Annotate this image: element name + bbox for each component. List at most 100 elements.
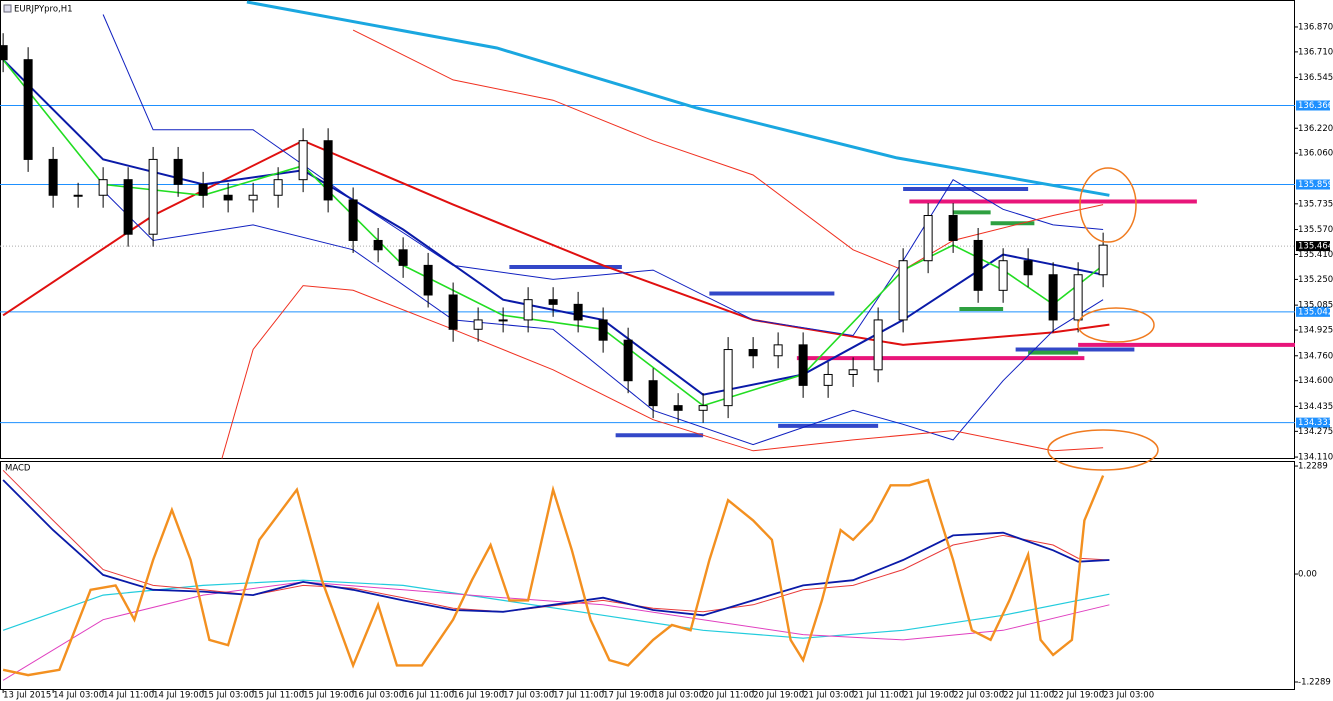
x-tick-label: 20 Jul 19:00 bbox=[753, 691, 804, 701]
x-tick-label: 22 Jul 19:00 bbox=[1053, 691, 1104, 701]
y-tick-label: 136.060 bbox=[1298, 149, 1333, 159]
candle-body bbox=[823, 373, 833, 386]
candle-body bbox=[398, 249, 408, 266]
candle-body bbox=[873, 319, 883, 371]
indicator-line bbox=[2, 139, 1110, 346]
x-tick-label: 20 Jul 11:00 bbox=[703, 691, 754, 701]
x-tick-label: 16 Jul 03:00 bbox=[353, 691, 404, 701]
y-tick-label: 136.545 bbox=[1298, 73, 1333, 83]
x-tick-label: 21 Jul 11:00 bbox=[853, 691, 904, 701]
level-label: 135.859 bbox=[1298, 180, 1333, 190]
annotations bbox=[1047, 167, 1159, 471]
candle-body bbox=[773, 344, 783, 357]
annotation-ellipse bbox=[1047, 429, 1159, 471]
candle-body bbox=[223, 194, 233, 201]
y-tick-label: 134.760 bbox=[1298, 351, 1333, 361]
y-tick-label: 134.925 bbox=[1298, 326, 1333, 336]
level-label: 135.042 bbox=[1298, 307, 1333, 317]
axes: 136.366 135.859 135.042 134.331 135.464 136.8… bbox=[2, 22, 1333, 701]
candle-body bbox=[373, 239, 383, 251]
candle-body bbox=[248, 194, 258, 201]
candle-body bbox=[598, 319, 608, 341]
candle-body bbox=[273, 179, 283, 196]
y-tick-label: 135.735 bbox=[1298, 199, 1333, 209]
y-tick-label: 0.00 bbox=[1298, 570, 1317, 580]
candle-body bbox=[323, 140, 333, 201]
candle-body bbox=[798, 344, 808, 386]
candle-body bbox=[673, 405, 683, 411]
symbol-icon bbox=[3, 4, 12, 13]
x-tick-label: 17 Jul 19:00 bbox=[603, 691, 654, 701]
candle-body bbox=[523, 299, 533, 321]
macd-plot bbox=[2, 469, 1110, 681]
y-tick-label: 134.275 bbox=[1298, 427, 1333, 437]
indicator-line bbox=[102, 14, 1104, 337]
y-tick-label: 136.220 bbox=[1298, 124, 1333, 134]
indicator-line bbox=[221, 285, 1104, 459]
candle-body bbox=[573, 303, 583, 321]
y-tick-label: 134.600 bbox=[1298, 376, 1333, 386]
candle-body bbox=[548, 299, 558, 305]
indicator-line bbox=[352, 29, 1104, 271]
candle-body bbox=[748, 349, 758, 357]
candle-body bbox=[848, 369, 858, 375]
indicator-line bbox=[2, 469, 1110, 613]
candle-body bbox=[23, 59, 33, 160]
candle-body bbox=[448, 294, 458, 330]
candle-body bbox=[198, 183, 208, 196]
level-label: 136.366 bbox=[1298, 101, 1333, 111]
annotation-ellipse bbox=[1079, 167, 1137, 243]
candle-body bbox=[48, 158, 58, 196]
indicator-line bbox=[102, 190, 1104, 446]
indicator-line bbox=[2, 579, 1110, 639]
y-tick-label: 135.085 bbox=[1298, 301, 1333, 311]
candle-body bbox=[648, 380, 658, 407]
candle-body bbox=[473, 319, 483, 330]
candle-body bbox=[298, 140, 308, 181]
candle-body bbox=[498, 319, 508, 322]
candle-body bbox=[0, 45, 8, 61]
x-tick-label: 15 Jul 03:00 bbox=[203, 691, 254, 701]
candle-body bbox=[423, 264, 433, 296]
candle-body bbox=[698, 405, 708, 411]
macd-panel bbox=[0, 461, 1295, 690]
candle-body bbox=[998, 260, 1008, 291]
level-label-bg bbox=[1296, 179, 1330, 190]
candle-body bbox=[123, 179, 133, 235]
candle-body bbox=[923, 215, 933, 262]
price-plot bbox=[0, 0, 1295, 459]
x-tick-label: 14 Jul 19:00 bbox=[153, 691, 204, 701]
level-label: 134.331 bbox=[1298, 418, 1333, 428]
x-tick-label: 21 Jul 03:00 bbox=[803, 691, 854, 701]
candle-body bbox=[1073, 274, 1083, 321]
candle-body bbox=[623, 339, 633, 382]
candle-body bbox=[948, 215, 958, 241]
candle-body bbox=[98, 179, 108, 196]
indicator-line bbox=[2, 581, 1110, 681]
x-tick-label: 18 Jul 03:00 bbox=[653, 691, 704, 701]
candle-body bbox=[898, 260, 908, 321]
price-panel bbox=[0, 0, 1295, 459]
indicator-line bbox=[2, 58, 1104, 396]
x-tick-label: 14 Jul 11:00 bbox=[103, 691, 154, 701]
candle-body bbox=[1098, 244, 1108, 276]
candle-body bbox=[148, 158, 158, 235]
x-tick-label: 16 Jul 19:00 bbox=[453, 691, 504, 701]
candle-body bbox=[73, 194, 83, 197]
candle-body bbox=[1023, 260, 1033, 276]
x-tick-label: 15 Jul 19:00 bbox=[303, 691, 354, 701]
candle-body bbox=[723, 349, 733, 407]
candle-body bbox=[348, 199, 358, 241]
chart-title: EURJPYpro,H1 bbox=[14, 5, 73, 15]
macd-title: MACD bbox=[5, 464, 31, 474]
candle-body bbox=[1048, 274, 1058, 321]
x-tick-label: 23 Jul 03:00 bbox=[1103, 691, 1154, 701]
price-label-bg bbox=[1296, 241, 1330, 252]
candle-body bbox=[173, 158, 183, 185]
y-tick-label: 134.110 bbox=[1298, 453, 1333, 463]
indicator-line bbox=[2, 59, 1104, 407]
x-tick-label: 21 Jul 19:00 bbox=[903, 691, 954, 701]
indicator-line bbox=[2, 475, 1105, 677]
indicator-line bbox=[2, 479, 1110, 617]
price-label: 135.464 bbox=[1298, 242, 1333, 252]
